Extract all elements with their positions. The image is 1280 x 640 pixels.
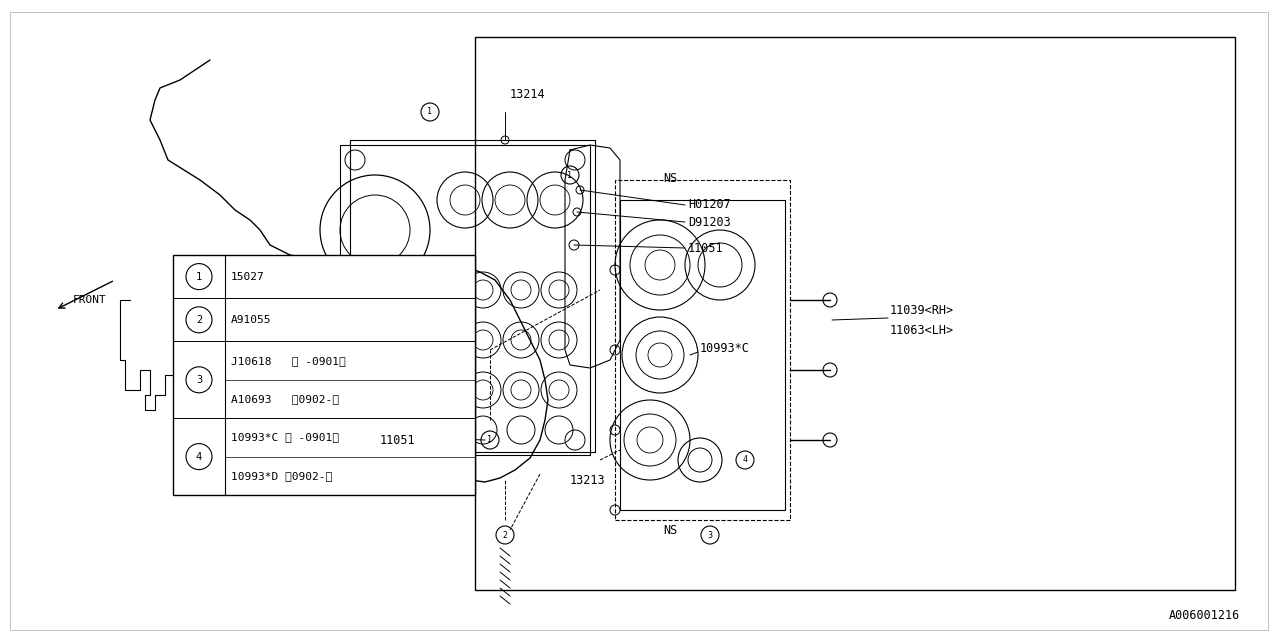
Text: 3: 3 bbox=[708, 531, 713, 540]
Text: 10993*C: 10993*C bbox=[700, 342, 750, 355]
Text: 11063<LH>: 11063<LH> bbox=[890, 323, 954, 337]
Circle shape bbox=[186, 444, 212, 470]
Text: 15027: 15027 bbox=[230, 271, 265, 282]
Text: 13214: 13214 bbox=[509, 88, 545, 102]
Text: 1: 1 bbox=[428, 108, 433, 116]
Text: 3: 3 bbox=[196, 375, 202, 385]
Text: 10993*D 〈0902-〉: 10993*D 〈0902-〉 bbox=[230, 471, 339, 481]
Text: 10993*C 〈 -0901〉: 10993*C 〈 -0901〉 bbox=[230, 433, 339, 442]
Text: 13213: 13213 bbox=[570, 474, 605, 486]
Bar bbox=[475, 37, 1235, 590]
Circle shape bbox=[186, 264, 212, 289]
Text: 4: 4 bbox=[742, 456, 748, 465]
Text: 1: 1 bbox=[196, 271, 202, 282]
Text: 2: 2 bbox=[196, 315, 202, 324]
Text: FRONT: FRONT bbox=[73, 295, 106, 305]
Text: NS: NS bbox=[663, 524, 677, 536]
Text: A006001216: A006001216 bbox=[1169, 609, 1240, 622]
Circle shape bbox=[186, 307, 212, 333]
Text: J10618   〈 -0901〉: J10618 〈 -0901〉 bbox=[230, 356, 346, 365]
Text: 11051: 11051 bbox=[689, 241, 723, 255]
Text: 11051: 11051 bbox=[380, 433, 416, 447]
Text: 4: 4 bbox=[196, 452, 202, 461]
Text: 2: 2 bbox=[503, 531, 507, 540]
Text: A10693   〈0902-〉: A10693 〈0902-〉 bbox=[230, 394, 346, 404]
Text: H01207: H01207 bbox=[689, 198, 731, 211]
Text: 11039<RH>: 11039<RH> bbox=[890, 303, 954, 317]
Bar bbox=[614, 180, 790, 520]
Circle shape bbox=[186, 367, 212, 393]
Bar bbox=[173, 255, 475, 495]
Text: NS: NS bbox=[663, 172, 677, 184]
Text: A91055: A91055 bbox=[230, 315, 271, 324]
Text: D91203: D91203 bbox=[689, 216, 731, 228]
Text: 1: 1 bbox=[488, 435, 493, 445]
Text: 1: 1 bbox=[567, 170, 572, 179]
